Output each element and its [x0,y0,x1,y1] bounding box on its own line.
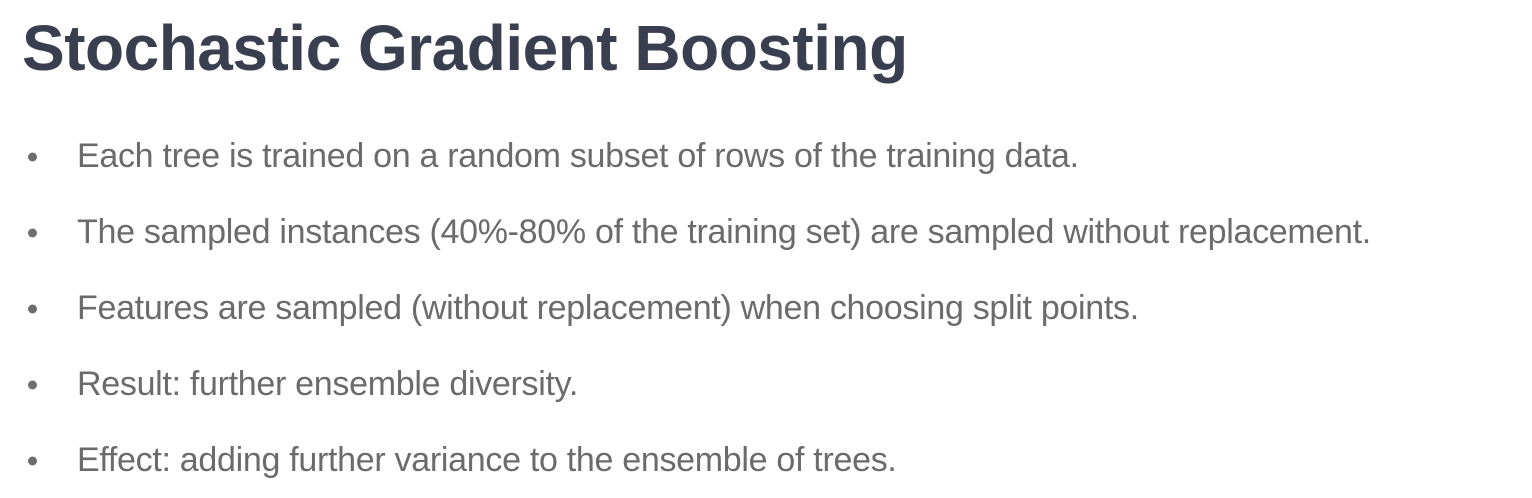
bullet-item: Effect: adding further variance to the e… [22,422,1532,498]
bullet-dot-icon [28,152,37,162]
bullet-dot-icon [28,304,37,314]
bullet-dot-icon [28,456,37,466]
bullet-dot-icon [28,228,37,238]
bullet-item: Result: further ensemble diversity. [22,346,1532,422]
bullet-text: Features are sampled (without replacemen… [77,289,1139,327]
bullet-text: Effect: adding further variance to the e… [77,441,897,479]
bullet-item: Each tree is trained on a random subset … [22,118,1532,194]
bullet-text: Result: further ensemble diversity. [77,365,578,403]
bullet-item: Features are sampled (without replacemen… [22,270,1532,346]
bullet-text: Each tree is trained on a random subset … [77,137,1079,175]
slide-title: Stochastic Gradient Boosting [22,12,908,84]
bullet-list: Each tree is trained on a random subset … [22,118,1532,498]
bullet-text: The sampled instances (40%-80% of the tr… [77,213,1371,251]
bullet-item: The sampled instances (40%-80% of the tr… [22,194,1532,270]
bullet-dot-icon [28,380,37,390]
